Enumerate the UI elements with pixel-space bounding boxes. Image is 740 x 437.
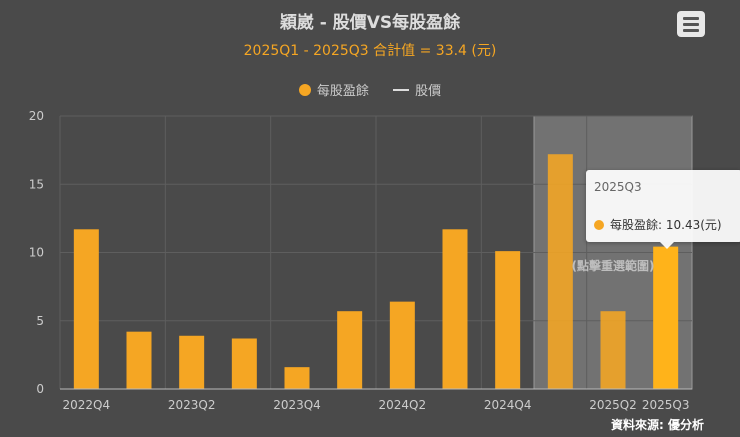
selection-hint: (點擊重選範圍) [572, 258, 655, 273]
x-tick-label: 2025Q2 [589, 398, 637, 412]
x-tick-label: 2023Q4 [273, 398, 321, 412]
legend-dot-icon [298, 84, 311, 96]
tooltip-series-label: 每股盈餘 [610, 218, 659, 232]
chart-title: 穎崴 - 股價VS每股盈餘 [279, 13, 461, 33]
tooltip-value: 10.43(元) [665, 218, 722, 232]
bar-2025Q2 [600, 311, 626, 389]
legend: 每股盈餘 股價 [0, 80, 740, 99]
bar-2024Q3 [442, 229, 468, 389]
tooltip-title: 2025Q3 [594, 180, 642, 194]
bar-2024Q2 [389, 301, 415, 389]
bar-2022Q4 [73, 229, 99, 389]
x-tick-label: 2024Q4 [484, 398, 532, 412]
bar-2023Q1 [126, 331, 152, 389]
y-tick-label: 0 [36, 382, 44, 396]
tooltip-row: 每股盈餘: 10.43(元) [594, 216, 722, 233]
y-tick-label: 5 [36, 314, 44, 328]
x-tick-label: 2024Q2 [379, 398, 427, 412]
chart-subtitle: 2025Q1 - 2025Q3 合計值 = 33.4 (元) [243, 43, 497, 59]
bar-2025Q1 [547, 154, 573, 389]
bar-2025Q3 [653, 246, 679, 389]
hamburger-menu-icon[interactable] [677, 11, 705, 37]
bar-2024Q4 [495, 251, 521, 389]
legend-item-price[interactable]: 股價 [393, 80, 441, 99]
y-tick-label: 10 [29, 246, 44, 260]
bar-2023Q4 [284, 367, 310, 389]
tooltip: 2025Q3 每股盈餘: 10.43(元) [586, 170, 740, 242]
bar-2024Q1 [337, 311, 363, 389]
tooltip-dot-icon [594, 220, 604, 230]
bar-2023Q2 [179, 335, 205, 389]
legend-label-eps: 每股盈餘 [316, 84, 369, 99]
x-tick-label: 2022Q4 [63, 398, 111, 412]
legend-line-icon [393, 89, 410, 91]
legend-label-price: 股價 [415, 84, 442, 99]
x-tick-label: 2023Q2 [168, 398, 216, 412]
y-tick-label: 15 [29, 177, 44, 191]
x-tick-label: 2025Q3 [642, 398, 690, 412]
legend-item-eps[interactable]: 每股盈餘 [298, 80, 369, 99]
data-source: 資料來源: 優分析 [611, 418, 704, 432]
y-tick-label: 20 [29, 109, 44, 123]
bar-2023Q3 [231, 338, 257, 389]
tooltip-arrow [660, 242, 674, 249]
